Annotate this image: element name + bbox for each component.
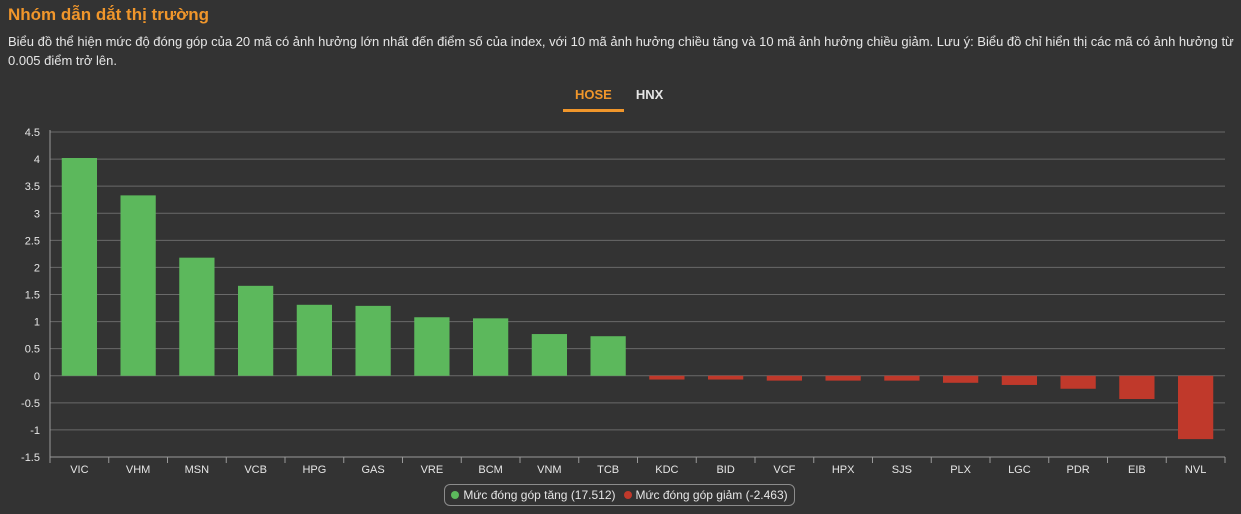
x-tick-label: MSN [185,464,210,476]
bar-plx [943,375,979,383]
y-tick-label: 0.5 [25,344,40,356]
y-tick-label: -1 [30,425,40,437]
bar-vic [61,158,97,376]
negative-dot-icon [623,491,632,499]
bar-nvl [1178,375,1214,440]
x-tick-label: VNM [537,464,561,476]
bar-pdr [1060,375,1096,389]
y-tick-label: 4 [34,154,40,166]
x-tick-label: VHM [126,464,150,476]
x-tick-label: BID [716,464,734,476]
bar-hpx [825,375,861,381]
x-tick-label: NVL [1185,464,1206,476]
legend-item-negative[interactable]: Mức đóng góp giảm (-2.463) [623,488,788,502]
legend-positive-label: Mức đóng góp tăng (17.512) [463,488,616,502]
x-tick-label: VIC [70,464,88,476]
y-tick-label: 2.5 [25,235,40,247]
x-tick-label: PDR [1067,464,1090,476]
bar-eib [1119,375,1155,400]
legend-negative-label: Mức đóng góp giảm (-2.463) [635,488,788,502]
bar-vcf [766,375,802,381]
x-tick-label: VCF [773,464,795,476]
x-tick-label: HPG [302,464,326,476]
tab-hnx[interactable]: HNX [635,87,664,102]
y-tick-label: 1.5 [25,290,40,302]
y-tick-label: 3.5 [25,181,40,193]
y-tick-label: -1.5 [21,452,40,464]
x-tick-label: LGC [1008,464,1031,476]
y-tick-label: 0 [34,371,40,383]
bar-kdc [649,375,685,380]
bar-vre [414,317,450,376]
bar-msn [179,257,215,376]
bar-vnm [531,334,567,376]
x-tick-label: VRE [421,464,444,476]
y-tick-label: 1 [34,317,40,329]
x-tick-label: TCB [597,464,619,476]
x-tick-label: SJS [892,464,912,476]
bar-vcb [238,285,274,376]
legend-item-positive[interactable]: Mức đóng góp tăng (17.512) [451,488,616,502]
y-tick-label: 3 [34,208,40,220]
chart-legend: Mức đóng góp tăng (17.512) Mức đóng góp … [444,484,795,506]
x-tick-label: GAS [362,464,385,476]
y-tick-label: 4.5 [25,127,40,139]
x-tick-label: EIB [1128,464,1146,476]
bar-tcb [590,336,626,376]
bar-hpg [296,304,332,376]
bar-gas [355,305,391,376]
page-title: Nhóm dẫn dắt thị trường [8,5,209,24]
x-tick-label: HPX [832,464,855,476]
exchange-tabs: HOSE HNX [563,84,675,112]
bar-vhm [120,195,156,376]
bar-bcm [473,318,509,376]
y-tick-label: 2 [34,262,40,274]
bar-lgc [1001,375,1037,385]
positive-dot-icon [451,491,460,499]
chart-description: Biểu đồ thể hiện mức độ đóng góp của 20 … [8,34,1234,68]
x-tick-label: VCB [244,464,267,476]
tab-hose[interactable]: HOSE [563,84,624,112]
bar-bid [708,375,744,380]
x-tick-label: PLX [950,464,971,476]
x-tick-label: KDC [655,464,678,476]
x-tick-label: BCM [478,464,502,476]
y-tick-label: -0.5 [21,398,40,410]
bar-sjs [884,375,920,381]
